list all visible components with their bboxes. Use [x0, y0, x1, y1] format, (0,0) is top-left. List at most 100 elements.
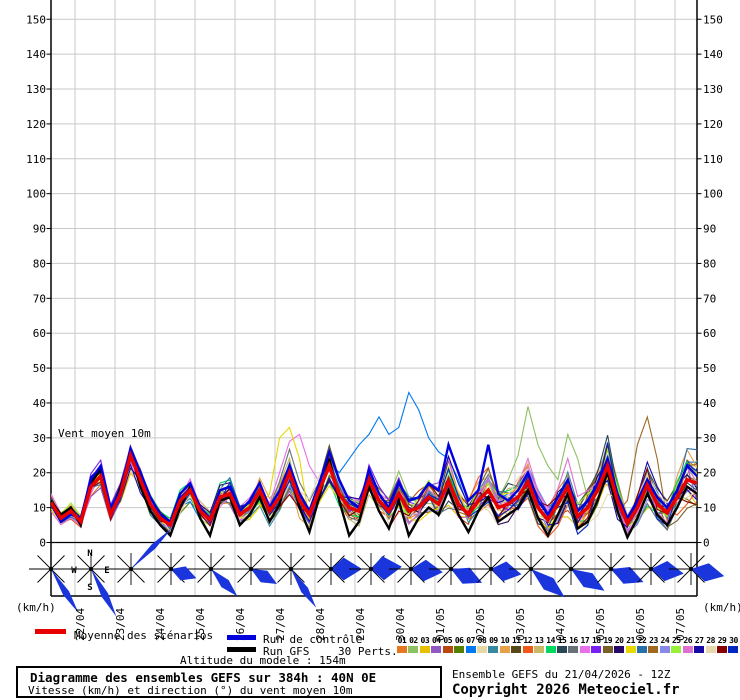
- perturbation-color-swatch: [534, 646, 545, 653]
- perturbation-color-strip: 01 02 03 04 05 06 07 08 09 10 11 12 13 14 15 16 17 18 19 20…: [397, 636, 740, 654]
- perturbation-number: 11: [511, 636, 521, 645]
- perturbation-color-swatch: [717, 646, 728, 653]
- wind-direction-arrow: [451, 567, 483, 584]
- diagram-subtitle: Vitesse (km/h) et direction (°) du vent …: [28, 684, 353, 697]
- y-tick-label-right: 120: [703, 118, 723, 131]
- date-label: 05/05: [594, 608, 607, 641]
- ensemble-chart-svg: 0 0 10 10 20 20 30 30 40 40 50 50 60 60 70 70 80 80 90 90 10…: [16, 0, 740, 641]
- wind-direction-arrow: [651, 561, 684, 582]
- y-tick-label-right: 20: [703, 467, 716, 480]
- perturbation-number: 04: [431, 636, 441, 645]
- wind-direction-arrow: [531, 569, 565, 598]
- wind-direction-arrow: [211, 569, 238, 597]
- wind-direction-arrow: [571, 569, 605, 591]
- perturbation-color-swatch: [694, 646, 705, 653]
- y-tick-label-left: 150: [26, 13, 46, 26]
- gfs-run-swatch: [227, 647, 256, 652]
- wind-direction-arrow: [251, 569, 277, 584]
- perturbation-color-swatch: [477, 646, 487, 653]
- perturbation-number: 13: [534, 636, 544, 645]
- wind-direction-arrow: [51, 569, 79, 614]
- perturbation-color-swatch: [545, 646, 556, 653]
- y-tick-label-left: 30: [33, 432, 46, 445]
- y-tick-label-right: 150: [703, 13, 723, 26]
- y-tick-label-left: 100: [26, 188, 46, 201]
- perturbation-number: 06: [454, 636, 464, 645]
- perturbation-number: 14: [546, 636, 555, 645]
- compass-e-label: E: [104, 566, 109, 576]
- gfs-run-label: Run GFS: [263, 645, 310, 658]
- perturbation-color-swatch: [522, 646, 533, 653]
- perturbation-color-swatch: [659, 646, 670, 653]
- wind-direction-arrow: [371, 556, 402, 581]
- perturbation-color-swatch: [499, 646, 510, 653]
- perturbation-color-swatch: [511, 646, 522, 653]
- perturbation-color-swatch: [602, 646, 613, 653]
- perturbation-color-swatch: [568, 646, 579, 653]
- wind-direction-arrow: [91, 569, 117, 617]
- y-tick-label-left: 110: [26, 153, 46, 166]
- mean-line-swatch: [35, 629, 66, 634]
- date-axis: 22/04 23/04 24/04 25/04 26/04 27/04 28/04 29/04…: [74, 608, 687, 641]
- y-tick-label-right: 110: [703, 153, 723, 166]
- date-label: 23/04: [114, 608, 127, 641]
- y-tick-label-left: 50: [33, 362, 46, 375]
- wind-direction-arrow: [131, 528, 172, 569]
- series-layer: [51, 391, 697, 541]
- y-tick-label-right: 10: [703, 502, 716, 515]
- date-label: 02/05: [474, 608, 487, 641]
- y-tick-label-left: 70: [33, 292, 46, 305]
- perturbation-color-swatch: [557, 646, 568, 653]
- perturbation-number: 22: [637, 636, 647, 645]
- y-tick-label-left: 0: [39, 537, 46, 550]
- y-tick-label-left: 60: [33, 327, 46, 340]
- y-tick-label-left: 80: [33, 257, 46, 270]
- perturbation-color-swatch: [419, 646, 430, 653]
- perturbation-number: 27: [694, 636, 704, 645]
- axis-layer: 0 0 10 10 20 20 30 30 40 40 50 50 60 60 70 70 80 80 90 90 10…: [26, 13, 723, 549]
- date-label: 06/05: [634, 608, 647, 641]
- control-run-label: Run de contrôle: [263, 633, 363, 646]
- y-tick-label-right: 140: [703, 48, 723, 61]
- perturbation-number: 24: [660, 636, 670, 645]
- y-tick-label-left: 20: [33, 467, 46, 480]
- date-label: 22/04: [74, 608, 87, 641]
- perturbation-color-swatch: [648, 646, 659, 653]
- y-tick-label-right: 90: [703, 223, 716, 236]
- compass-w-label: W: [71, 566, 77, 576]
- perturbation-number: 12: [523, 636, 533, 645]
- wind-direction-arrow: [491, 561, 522, 582]
- copyright-label: Copyright 2026 Meteociel.fr: [452, 682, 680, 698]
- perturbation-number: 05: [443, 636, 453, 645]
- wind-direction-arrow: [691, 563, 725, 582]
- y-tick-label-left: 120: [26, 118, 46, 131]
- perturbations-count-label: 30 Perts.: [338, 645, 398, 658]
- perturbation-number: 26: [683, 636, 693, 645]
- perturbation-color-swatch: [431, 646, 442, 653]
- y-tick-label-left: 10: [33, 502, 46, 515]
- y-tick-label-right: 130: [703, 83, 723, 96]
- date-label: 04/05: [554, 608, 567, 641]
- perturbation-number: 02: [409, 636, 418, 645]
- perturbation-number: 20: [614, 636, 624, 645]
- perturbation-color-swatch: [454, 646, 465, 653]
- perturbation-color-swatch: [442, 646, 453, 653]
- wind-direction-arrow: [291, 569, 317, 608]
- plot-title: Vent moyen 10m: [58, 427, 151, 440]
- perturbation-number: 28: [706, 636, 715, 645]
- date-label: 29/04: [354, 608, 367, 641]
- date-label: 03/05: [514, 608, 527, 641]
- y-tick-label-left: 140: [26, 48, 46, 61]
- y-tick-label-right: 50: [703, 362, 716, 375]
- y-tick-label-right: 0: [703, 537, 710, 550]
- compass-s-label: S: [87, 583, 92, 593]
- wind-direction-arrow: [171, 566, 197, 581]
- perturbation-number: 10: [500, 636, 510, 645]
- y-tick-label-right: 30: [703, 432, 716, 445]
- y-tick-label-right: 70: [703, 292, 716, 305]
- perturbation-number: 08: [477, 636, 487, 645]
- date-label: 28/04: [314, 608, 327, 641]
- date-label: 07/05: [674, 608, 687, 641]
- perturbation-color-swatch: [705, 646, 716, 653]
